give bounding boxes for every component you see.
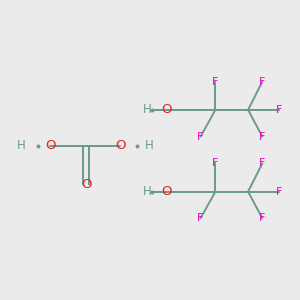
Text: O: O	[81, 178, 91, 191]
Text: F: F	[259, 158, 266, 168]
Text: H: H	[17, 139, 26, 152]
Text: O: O	[161, 185, 172, 198]
Text: H: H	[143, 185, 152, 198]
Text: F: F	[276, 105, 283, 115]
Text: O: O	[45, 139, 56, 152]
Text: F: F	[212, 76, 219, 87]
Text: O: O	[115, 139, 125, 152]
Text: F: F	[259, 213, 266, 224]
Text: F: F	[259, 132, 266, 142]
Text: H: H	[145, 139, 154, 152]
Text: F: F	[212, 158, 219, 168]
Text: H: H	[143, 103, 152, 116]
Text: F: F	[259, 76, 266, 87]
Text: F: F	[276, 187, 283, 196]
Text: F: F	[197, 132, 204, 142]
Text: F: F	[197, 213, 204, 224]
Text: O: O	[161, 103, 172, 116]
